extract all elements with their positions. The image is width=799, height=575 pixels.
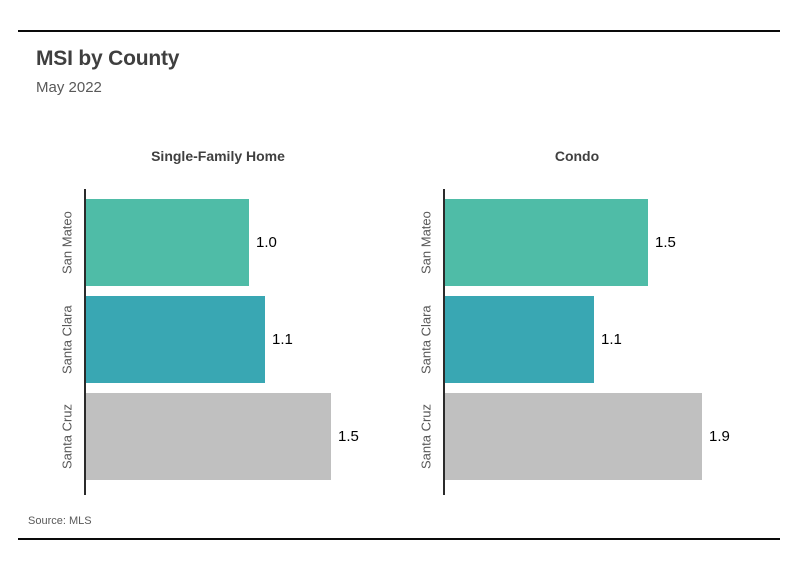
page-title: MSI by County (36, 47, 180, 70)
bar-value-label: 1.1 (272, 331, 293, 348)
bar (86, 199, 249, 286)
y-axis-line (84, 189, 86, 495)
y-axis-category-label: San Mateo (59, 211, 75, 274)
y-axis-category-label: Santa Cruz (59, 403, 75, 470)
y-axis-category-label: Santa Clara (59, 305, 75, 374)
bottom-rule (18, 538, 780, 540)
bar (445, 296, 594, 383)
y-axis-category-label: San Mateo (418, 211, 434, 274)
y-axis-line (443, 189, 445, 495)
bar (445, 199, 648, 286)
bar (445, 393, 702, 480)
chart-title: Single-Family Home (151, 148, 285, 164)
top-rule (18, 30, 780, 32)
chart-title: Condo (554, 148, 600, 164)
bar-value-label: 1.1 (601, 331, 622, 348)
bar-value-label: 1.9 (709, 428, 730, 445)
bar-value-label: 1.5 (338, 428, 359, 445)
source-note: Source: MLS (28, 515, 92, 527)
y-axis-category-label: Santa Clara (418, 305, 434, 374)
bar (86, 393, 331, 480)
bar (86, 296, 265, 383)
y-axis-category-label: Santa Cruz (418, 403, 434, 470)
bar-value-label: 1.0 (256, 234, 277, 251)
page-subtitle: May 2022 (36, 79, 102, 96)
bar-value-label: 1.5 (655, 234, 676, 251)
